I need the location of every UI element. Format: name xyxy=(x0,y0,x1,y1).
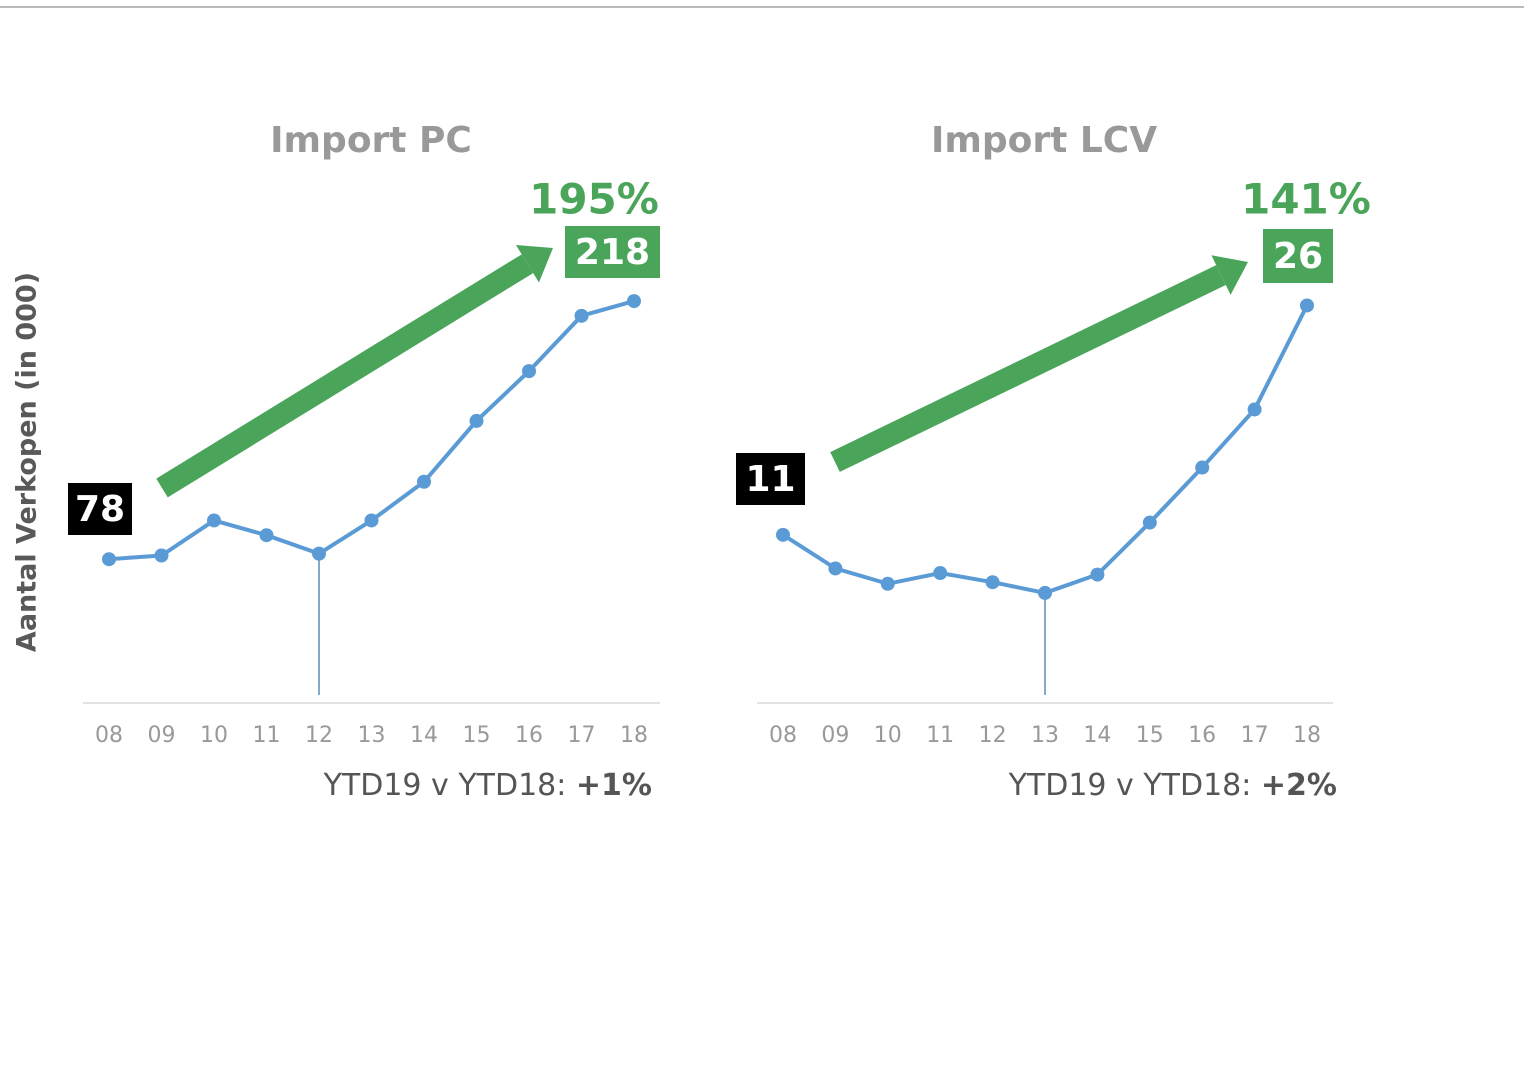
x-tick-label: 09 xyxy=(821,723,849,748)
data-point xyxy=(312,546,326,561)
footer-value: +1% xyxy=(576,768,652,803)
data-point xyxy=(417,474,431,489)
data-point xyxy=(1247,402,1262,417)
x-tick-label: 08 xyxy=(769,723,797,748)
data-point xyxy=(1142,515,1157,530)
data-point xyxy=(522,364,536,379)
x-tick-label: 11 xyxy=(926,723,954,748)
x-tick-label: 15 xyxy=(463,723,491,748)
x-tick-label: 18 xyxy=(620,723,648,748)
x-tick-label: 13 xyxy=(1031,723,1059,748)
data-point xyxy=(627,294,641,309)
data-point xyxy=(364,513,379,528)
data-point xyxy=(776,527,790,542)
x-tick-label: 14 xyxy=(1083,723,1111,748)
x-tick-label: 17 xyxy=(568,723,596,748)
data-point xyxy=(154,548,169,563)
footer: YTD19 v YTD18: +1% xyxy=(323,768,652,803)
chart-title: Import PC xyxy=(270,120,472,161)
data-point xyxy=(574,308,589,323)
x-tick-label: 10 xyxy=(874,723,902,748)
annotation: 195% xyxy=(529,175,659,224)
value-label: 78 xyxy=(75,489,125,530)
x-tick-label: 10 xyxy=(200,723,228,748)
trend-arrow xyxy=(830,265,1226,472)
trend-arrow xyxy=(156,254,534,498)
data-point xyxy=(985,575,1000,590)
trend-arrow-head xyxy=(1211,255,1248,295)
data-point xyxy=(1090,567,1105,582)
y-axis-label: Aantal Verkopen (in 000) xyxy=(12,272,43,652)
data-point xyxy=(880,576,895,591)
x-tick-label: 16 xyxy=(515,723,543,748)
x-tick-label: 12 xyxy=(979,723,1007,748)
value-label: 11 xyxy=(745,459,795,500)
trend-arrow-head xyxy=(515,244,553,283)
data-point xyxy=(1300,298,1314,313)
data-point xyxy=(207,513,221,528)
data-point xyxy=(1195,460,1210,475)
data-point xyxy=(259,528,274,543)
value-label-box xyxy=(1263,229,1333,283)
data-point xyxy=(828,561,843,576)
value-label-box xyxy=(736,453,805,505)
footer-label: YTD19 v YTD18: xyxy=(1008,768,1252,803)
x-tick-label: 18 xyxy=(1293,723,1321,748)
value-label-box xyxy=(565,226,660,278)
data-point xyxy=(469,413,484,428)
x-tick-label: 16 xyxy=(1188,723,1216,748)
footer-value: +2% xyxy=(1261,768,1337,803)
x-tick-label: 15 xyxy=(1136,723,1164,748)
footer-label: YTD19 v YTD18: xyxy=(323,768,567,803)
x-tick-label: 13 xyxy=(358,723,386,748)
footer: YTD19 v YTD18: +2% xyxy=(1008,768,1337,803)
data-point xyxy=(102,552,116,567)
data-point xyxy=(933,566,948,581)
x-tick-label: 09 xyxy=(148,723,176,748)
annotation: 141% xyxy=(1241,175,1371,224)
value-label: 26 xyxy=(1273,236,1323,277)
data-point xyxy=(1038,585,1052,600)
value-label: 218 xyxy=(575,232,650,273)
value-label-box xyxy=(68,483,132,535)
x-tick-label: 08 xyxy=(95,723,123,748)
chart-title: Import LCV xyxy=(931,120,1157,161)
x-tick-label: 14 xyxy=(410,723,438,748)
x-tick-label: 11 xyxy=(253,723,281,748)
x-tick-label: 17 xyxy=(1241,723,1269,748)
x-tick-label: 12 xyxy=(305,723,333,748)
